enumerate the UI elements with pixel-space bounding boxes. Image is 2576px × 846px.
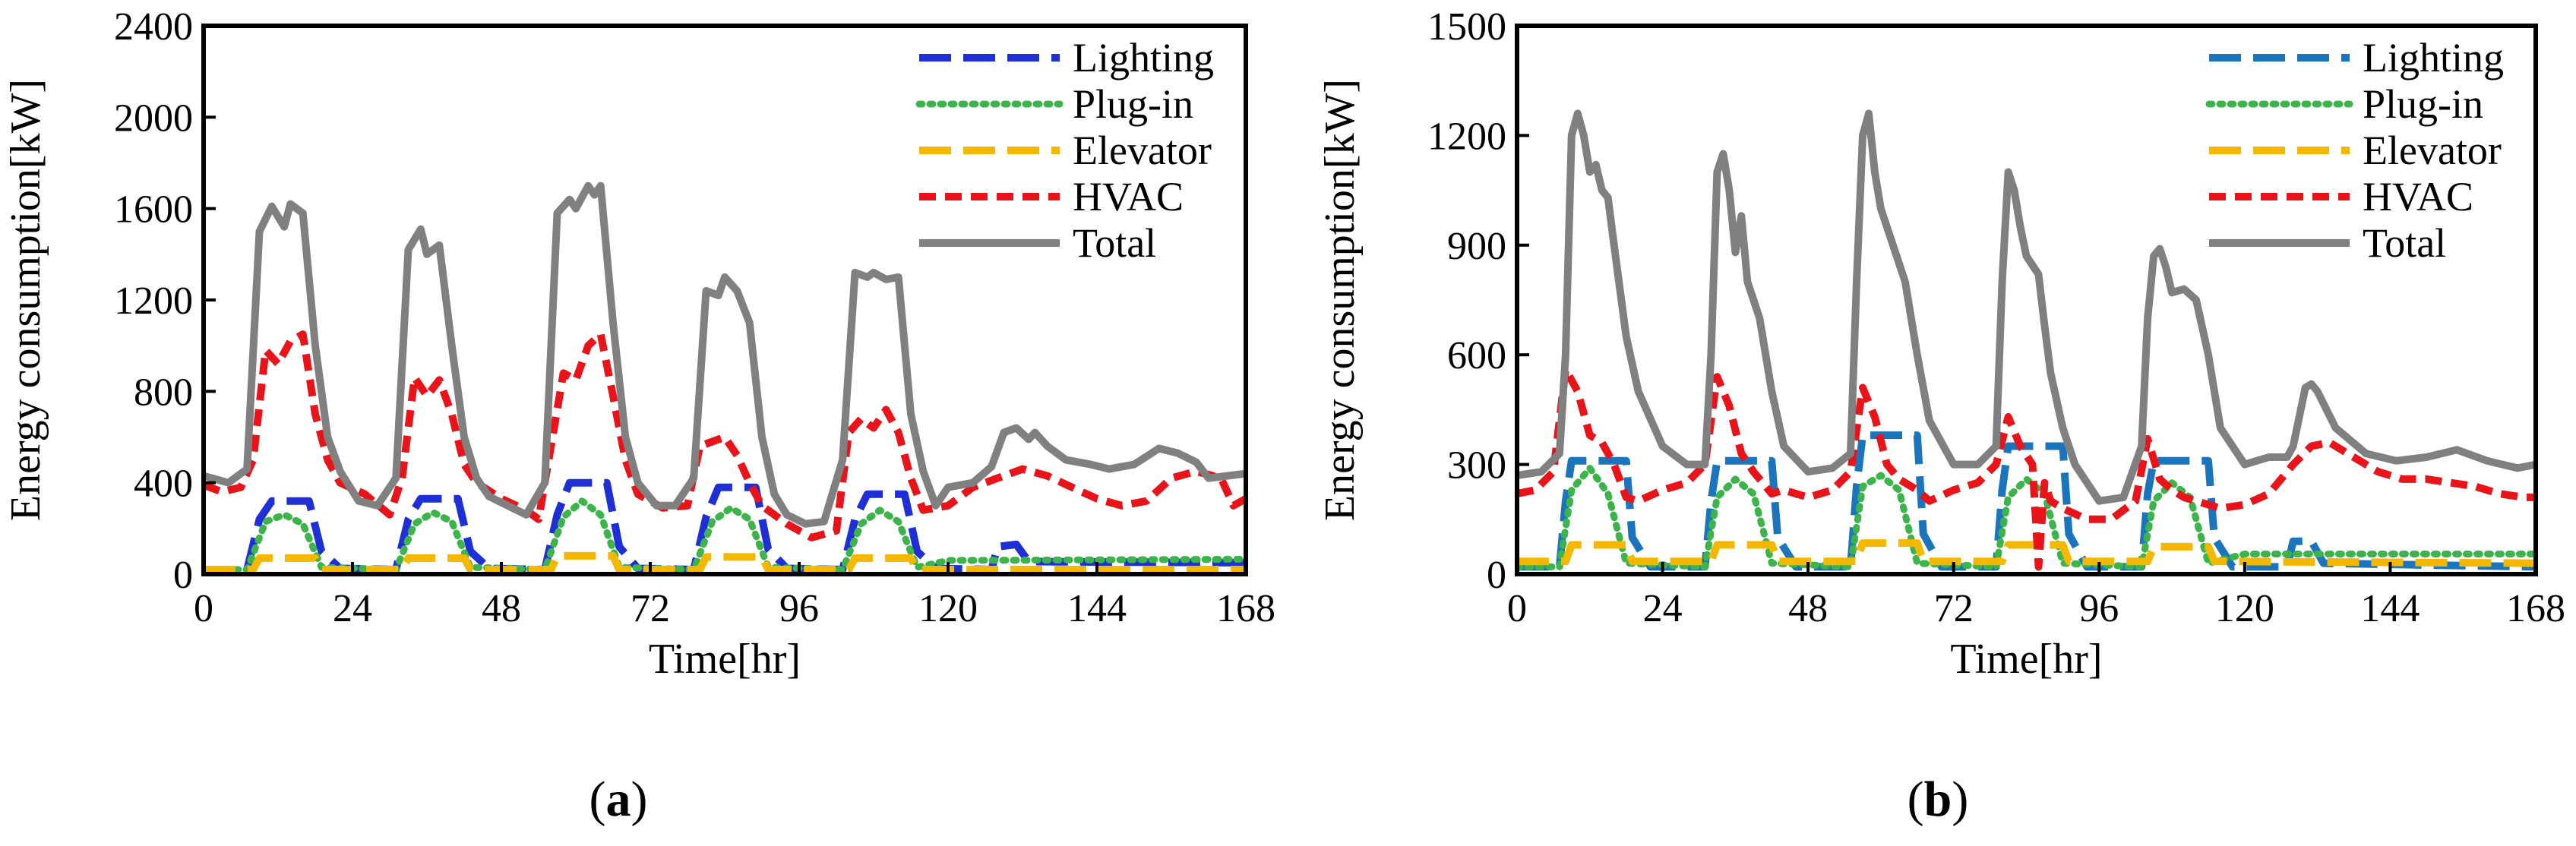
x-axis-label: Time[hr] bbox=[1950, 636, 2102, 683]
legend-entry-label: Elevator bbox=[2363, 128, 2502, 173]
chart-panel-a: 0 24 48 72 96 120 144 168 0 400 800 1200 1600 2000 240… bbox=[2, 5, 1275, 827]
series-line-plug-in bbox=[204, 497, 1246, 573]
series-line-hvac bbox=[1517, 365, 2536, 571]
y-tick-label: 1200 bbox=[114, 279, 193, 323]
legend-entry-label: Plug-in bbox=[1073, 81, 1193, 127]
series-line-hvac bbox=[204, 330, 1246, 541]
y-tick-label: 800 bbox=[134, 371, 193, 414]
y-tick-label: 2400 bbox=[114, 5, 193, 49]
x-axis-label: Time[hr] bbox=[649, 636, 801, 683]
series-line-elevator bbox=[204, 551, 1246, 573]
x-tick-label: 96 bbox=[779, 587, 819, 630]
x-tick-label: 0 bbox=[194, 587, 213, 630]
legend-entry-label: Total bbox=[1073, 220, 1156, 266]
x-tick-label: 144 bbox=[2360, 587, 2420, 630]
y-tick-label: 1200 bbox=[1427, 115, 1506, 158]
legend-entry-label: Lighting bbox=[2363, 35, 2504, 80]
y-tick-label: 900 bbox=[1447, 225, 1506, 268]
series-line-lighting bbox=[204, 478, 1246, 573]
y-axis-label: Energy consumption[kW] bbox=[2, 79, 49, 521]
y-tick-label: 400 bbox=[134, 462, 193, 506]
x-tick-label: 72 bbox=[631, 587, 670, 630]
x-tick-label: 96 bbox=[2079, 587, 2119, 630]
y-tick-label: 2000 bbox=[114, 96, 193, 140]
x-tick-label: 120 bbox=[2215, 587, 2274, 630]
x-tick-label: 120 bbox=[918, 587, 978, 630]
series-line-elevator bbox=[1517, 539, 2536, 567]
y-tick-label: 600 bbox=[1447, 334, 1506, 377]
y-tick-label: 0 bbox=[1487, 554, 1506, 597]
panel-label: (a) bbox=[589, 772, 648, 827]
y-tick-label: 1500 bbox=[1427, 5, 1506, 49]
y-tick-label: 1600 bbox=[114, 188, 193, 232]
x-tick-label: 0 bbox=[1507, 587, 1527, 630]
y-axis-label: Energy consumption[kW] bbox=[1316, 79, 1364, 521]
x-tick-label: 48 bbox=[1788, 587, 1828, 630]
x-tick-label: 168 bbox=[1216, 587, 1275, 630]
panel-label: (b) bbox=[1908, 772, 1969, 827]
x-tick-label: 24 bbox=[333, 587, 372, 630]
x-tick-label: 48 bbox=[482, 587, 521, 630]
x-tick-label: 168 bbox=[2506, 587, 2565, 630]
chart-panel-b: 0 24 48 72 96 120 144 168 0 300 600 900 1200 1500 Time… bbox=[1316, 5, 2565, 827]
series-line-total bbox=[204, 182, 1246, 528]
legend-entry-label: HVAC bbox=[2363, 174, 2473, 219]
legend-entry-label: Total bbox=[2363, 220, 2446, 266]
y-tick-label: 300 bbox=[1447, 444, 1506, 488]
x-tick-label: 72 bbox=[1934, 587, 1974, 630]
x-tick-label: 24 bbox=[1643, 587, 1683, 630]
x-tick-label: 144 bbox=[1067, 587, 1127, 630]
legend-entry-label: HVAC bbox=[1073, 174, 1184, 219]
legend-entry-label: Elevator bbox=[1073, 128, 1212, 173]
y-tick-label: 0 bbox=[173, 554, 193, 597]
legend-entry-label: Plug-in bbox=[2363, 81, 2483, 127]
legend-entry-label: Lighting bbox=[1073, 35, 1214, 80]
series-line-total bbox=[1517, 109, 2536, 505]
plot-frame bbox=[1515, 24, 2538, 576]
series-line-plug-in bbox=[1517, 464, 2536, 570]
